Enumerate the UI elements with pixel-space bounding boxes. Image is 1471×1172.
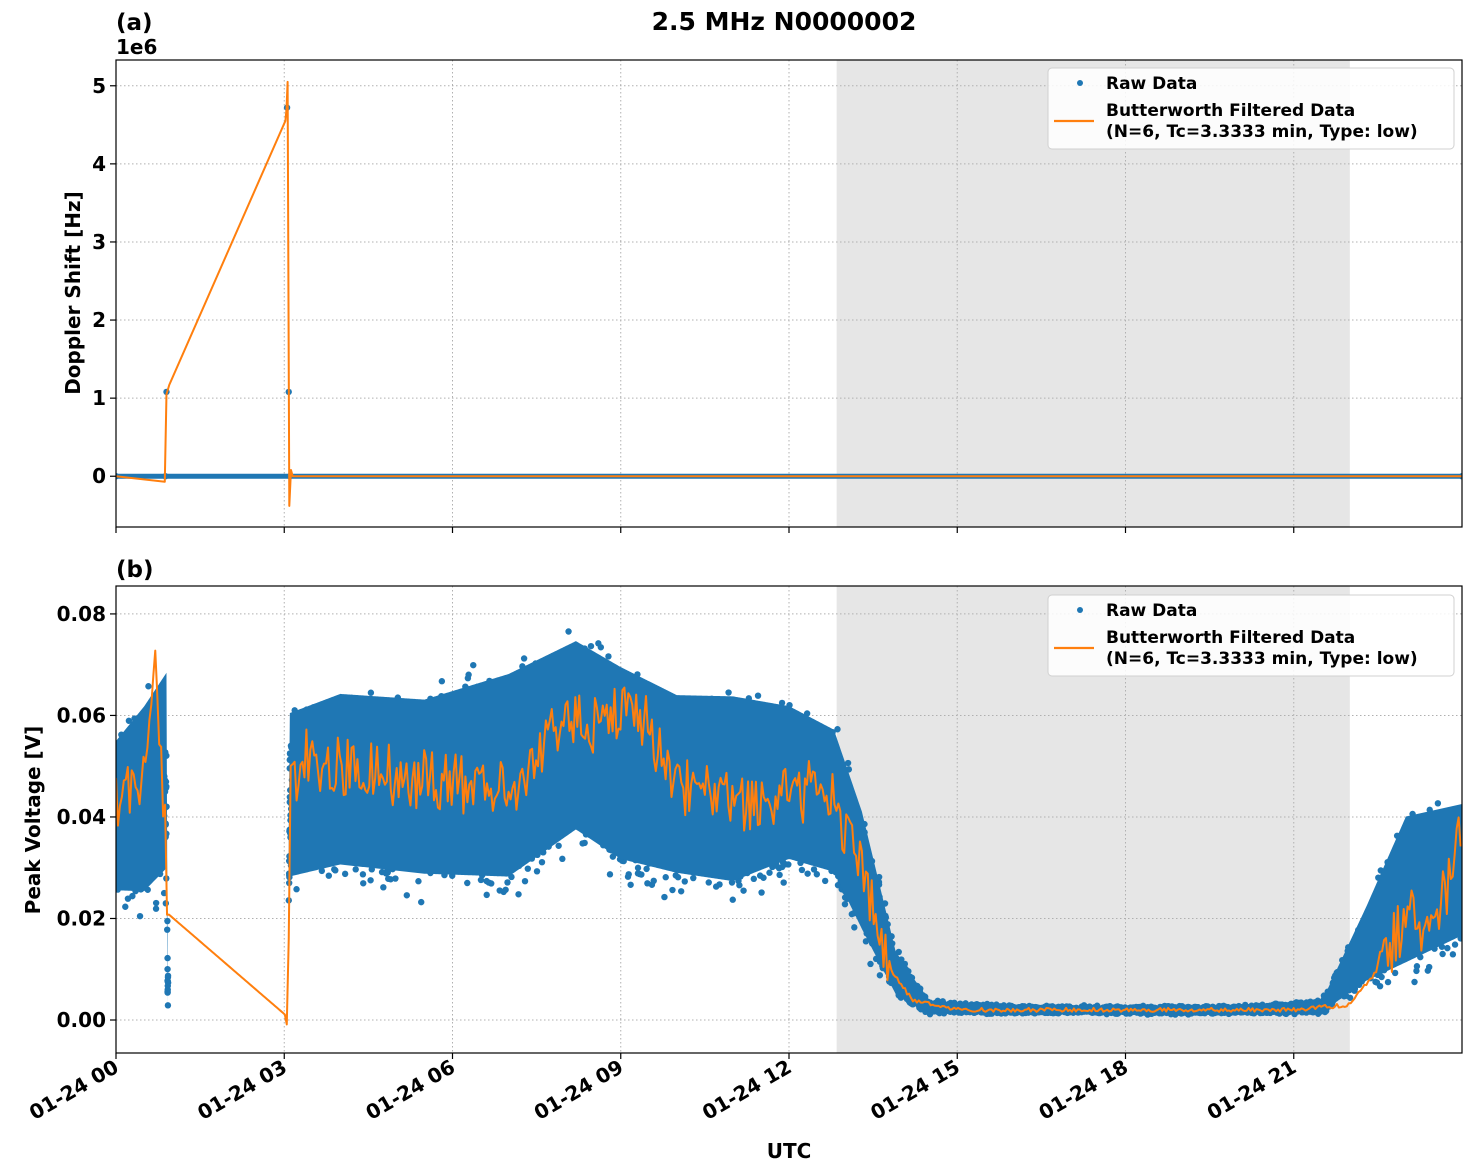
x-tick-label: 01-24 00 xyxy=(25,1055,123,1125)
y-tick-label: 0 xyxy=(92,464,106,488)
y-tick-label: 4 xyxy=(92,152,106,176)
y-tick-label: 0.06 xyxy=(57,703,106,727)
raw-data-marker-icon xyxy=(1077,607,1083,613)
y-axis-ticks: 0 1 2 3 4 5 xyxy=(92,74,116,488)
legend: Raw Data Butterworth Filtered Data (N=6,… xyxy=(1047,594,1455,677)
legend-filtered-params: (N=6, Tc=3.3333 min, Type: low) xyxy=(1106,122,1418,142)
y-tick-label: 3 xyxy=(92,230,106,254)
x-axis-ticks xyxy=(115,527,1295,533)
x-tick-label: 01-24 09 xyxy=(530,1055,628,1125)
legend-filtered-label: Butterworth Filtered Data xyxy=(1106,101,1355,121)
legend: Raw Data Butterworth Filtered Data (N=6,… xyxy=(1047,67,1455,150)
y-axis-label: Doppler Shift [Hz] xyxy=(61,191,85,395)
legend-filtered-label: Butterworth Filtered Data xyxy=(1106,628,1355,648)
plot-area xyxy=(116,80,1462,507)
legend-filtered-params: (N=6, Tc=3.3333 min, Type: low) xyxy=(1106,649,1418,669)
x-axis-label: UTC xyxy=(767,1139,812,1163)
panel-label: (a) xyxy=(116,10,153,36)
panel-label: (b) xyxy=(116,557,154,583)
legend-raw-label: Raw Data xyxy=(1106,74,1197,94)
x-axis-ticks: 01-24 00 01-24 03 01-24 06 01-24 09 01-24 12… xyxy=(25,1053,1300,1125)
offset-text: 1e6 xyxy=(116,35,157,59)
panel-b: 0.000.020.040.060.08 01-24 00 01-24 03 01-… xyxy=(21,557,1463,1125)
y-tick-label: 0.08 xyxy=(57,602,106,626)
y-axis-label: Peak Voltage [V] xyxy=(21,726,45,915)
legend-raw-label: Raw Data xyxy=(1106,601,1197,621)
x-tick-label: 01-24 21 xyxy=(1203,1055,1301,1125)
y-tick-label: 0.04 xyxy=(57,805,106,829)
y-tick-label: 0.02 xyxy=(57,906,106,930)
x-tick-label: 01-24 15 xyxy=(866,1055,964,1125)
x-tick-label: 01-24 06 xyxy=(361,1055,459,1125)
y-tick-label: 1 xyxy=(92,386,106,410)
figure-title: 2.5 MHz N0000002 xyxy=(652,7,917,36)
x-tick-label: 01-24 18 xyxy=(1034,1055,1132,1125)
y-axis-ticks: 0.00 0.02 0.04 0.06 0.08 xyxy=(57,602,116,1032)
x-tick-label: 01-24 12 xyxy=(698,1055,796,1125)
x-tick-label: 01-24 03 xyxy=(193,1055,291,1125)
plot-area xyxy=(116,628,1462,1026)
y-tick-label: 2 xyxy=(92,308,106,332)
y-tick-label: 5 xyxy=(92,74,106,98)
y-tick-label: 0.00 xyxy=(57,1008,106,1032)
raw-data-marker-icon xyxy=(1077,80,1083,86)
